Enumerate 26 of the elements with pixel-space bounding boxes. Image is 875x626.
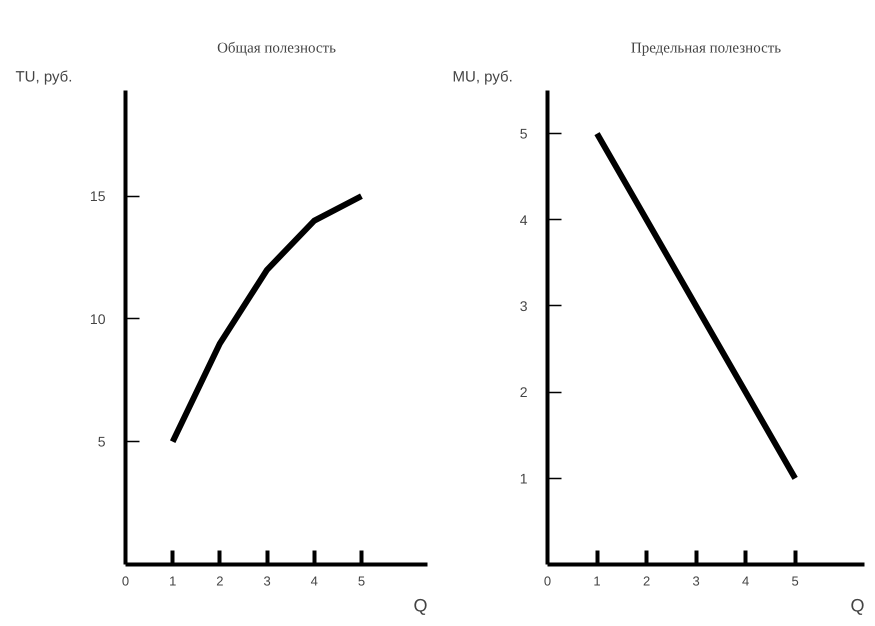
x-tick-label: 3 <box>263 574 271 588</box>
y-tick-label: 1 <box>520 470 528 486</box>
x-tick-label: 0 <box>122 574 130 588</box>
x-tick-label: 2 <box>642 574 650 588</box>
y-axis-title: MU, руб. <box>452 68 513 86</box>
x-tick-label: 0 <box>544 574 552 588</box>
x-tick-label: 5 <box>358 574 366 588</box>
y-tick-label: 5 <box>98 434 106 450</box>
y-tick-label: 2 <box>520 384 528 400</box>
x-tick-label: 1 <box>593 574 601 588</box>
x-axis-title: Q <box>414 596 428 616</box>
y-axis-title: TU, руб. <box>16 68 72 86</box>
chart-title: Общая полезность <box>217 40 336 56</box>
x-axis-title: Q <box>850 596 865 616</box>
x-tick-label: 1 <box>169 574 176 588</box>
y-tick-label: 15 <box>90 188 106 204</box>
y-tick-label: 10 <box>90 310 106 327</box>
y-tick-label: 3 <box>520 298 528 314</box>
x-tick-label: 2 <box>216 574 224 588</box>
x-tick-label: 3 <box>692 574 700 588</box>
y-tick-label: 4 <box>520 212 528 228</box>
x-tick-label: 5 <box>792 574 799 588</box>
x-tick-label: 4 <box>742 574 750 588</box>
chart-title: Предельная полезность <box>630 40 782 56</box>
y-tick-label: 5 <box>520 126 528 142</box>
x-tick-label: 4 <box>310 574 318 588</box>
